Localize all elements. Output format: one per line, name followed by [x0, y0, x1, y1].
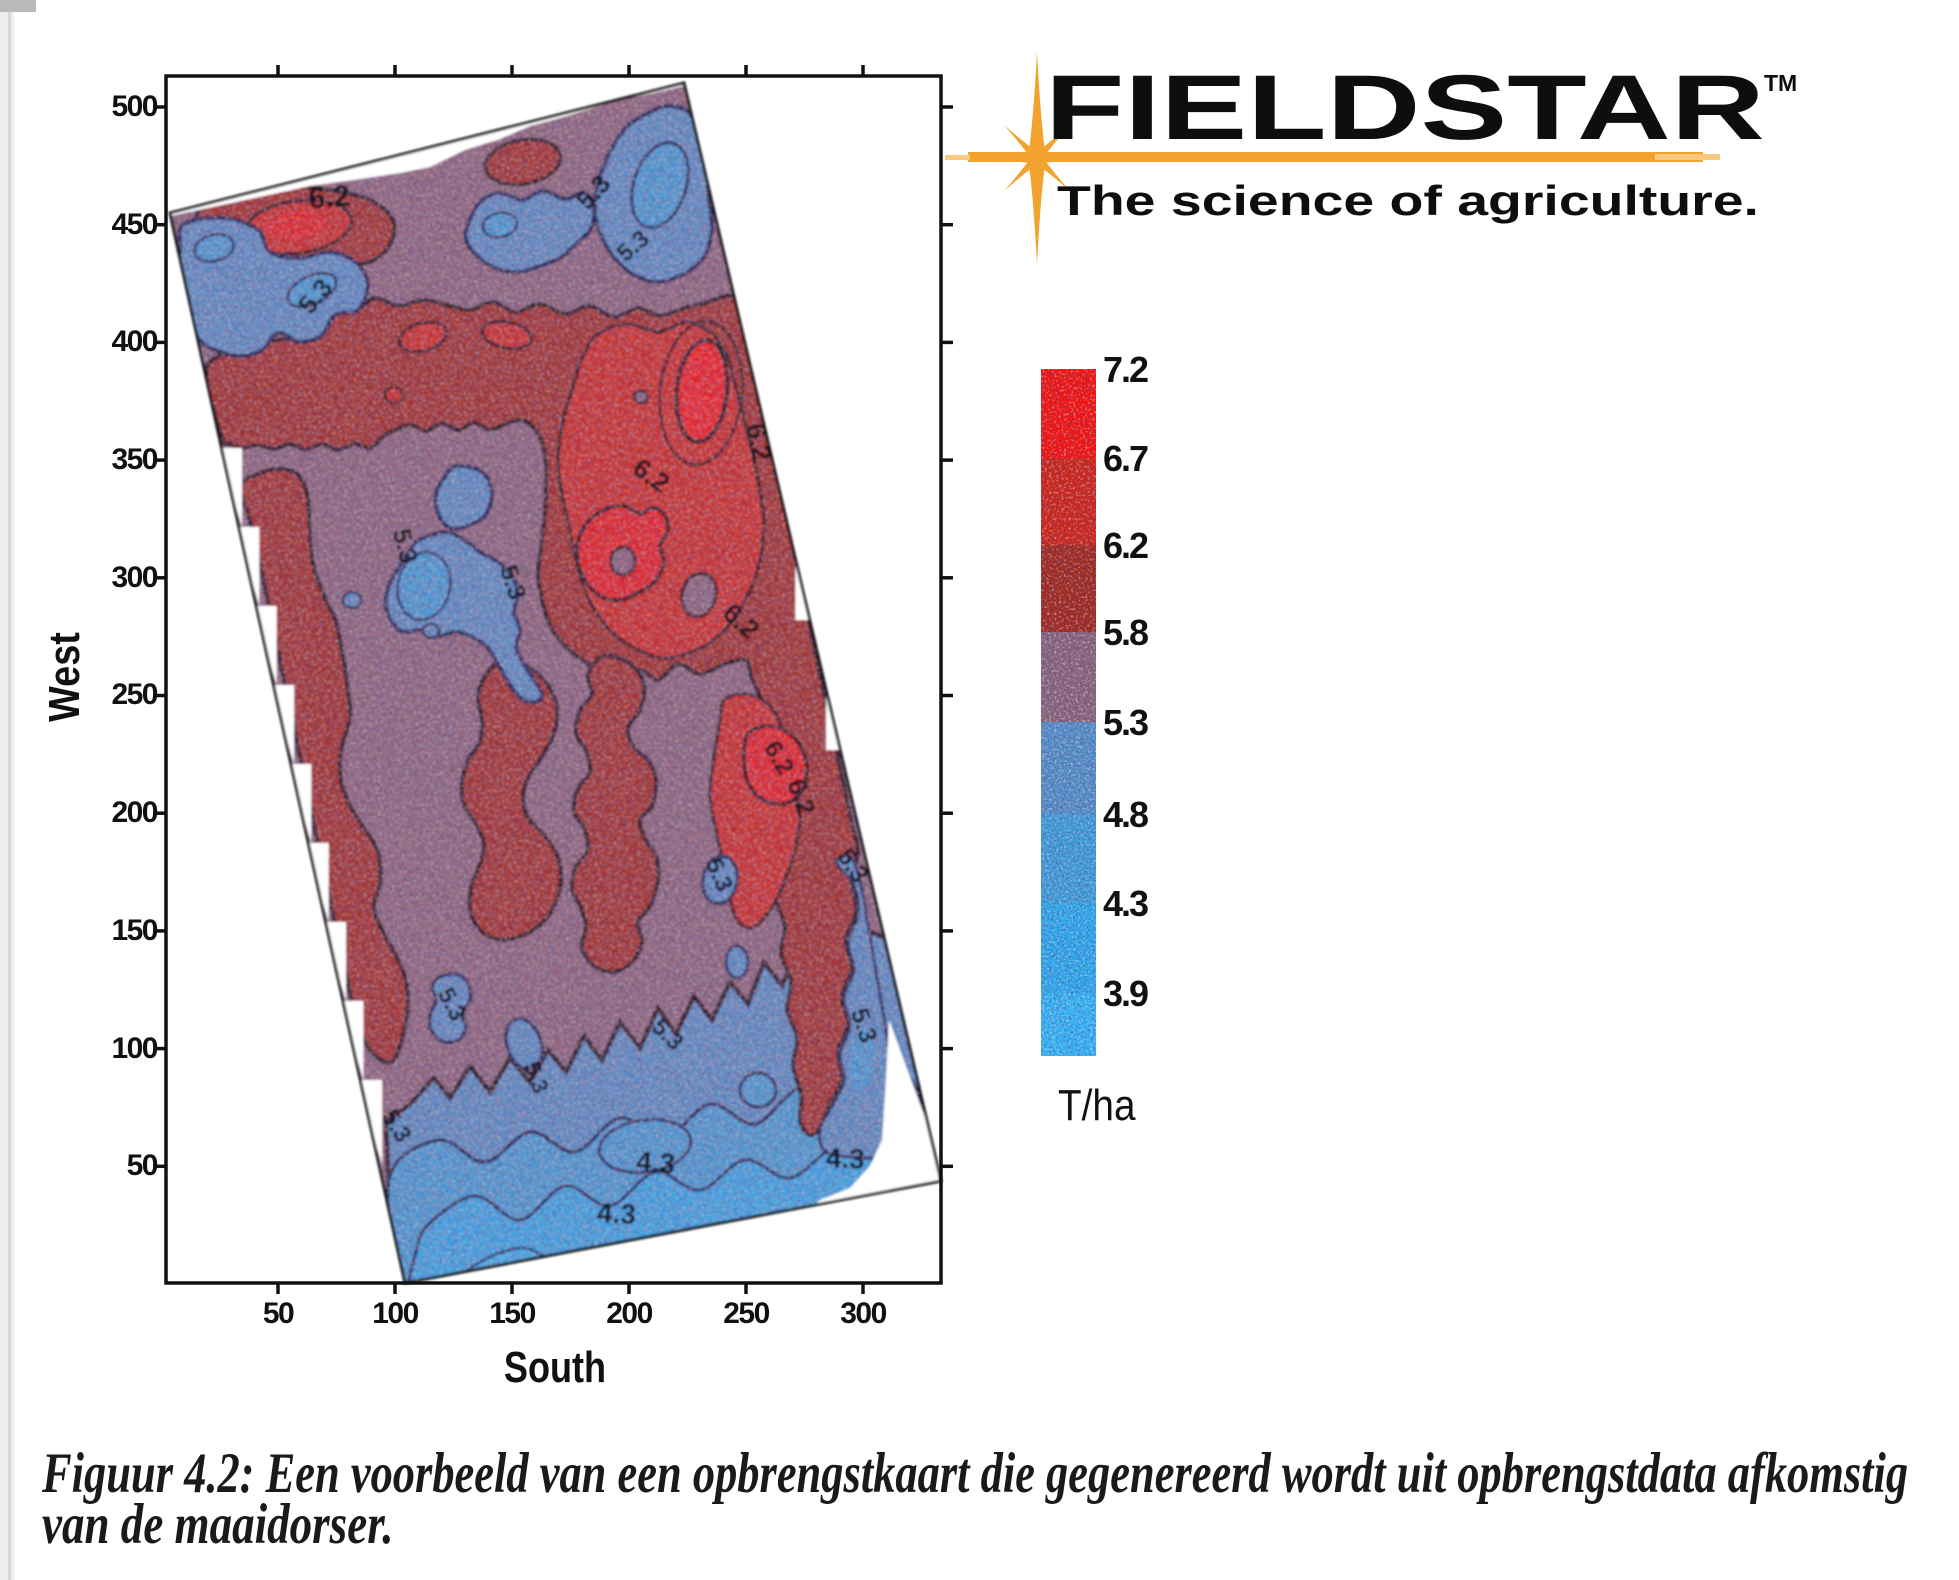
svg-text:6.2: 6.2: [307, 180, 351, 216]
svg-text:4.3: 4.3: [596, 1197, 637, 1230]
svg-text:4.3: 4.3: [635, 1146, 676, 1180]
svg-text:4.3: 4.3: [825, 1142, 865, 1174]
